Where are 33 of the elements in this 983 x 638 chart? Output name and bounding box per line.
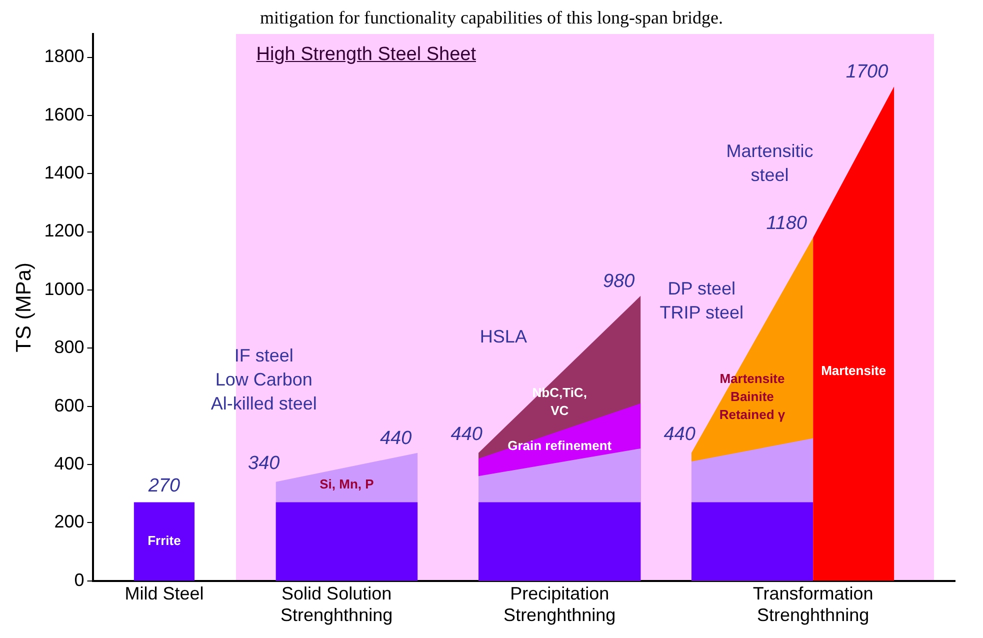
annotation: IF steel Low Carbon Al-killed steel (210, 346, 317, 414)
y-tick-label: 200 (54, 512, 84, 532)
annotation: High Strength Steel Sheet (256, 44, 476, 65)
x-tick-label: Precipitation Strenghthning (504, 584, 616, 626)
data-label: 440 (450, 424, 483, 446)
series-label: Martensite (821, 362, 886, 378)
data-label: 340 (248, 453, 280, 474)
y-tick-label: 1800 (44, 46, 84, 66)
y-tick-label: 0 (74, 570, 84, 590)
y-tick-label: 800 (54, 337, 84, 358)
series-label: Frrite (148, 533, 181, 548)
y-tick-label: 400 (54, 453, 84, 474)
data-label: 270 (147, 476, 180, 497)
data-label: 1700 (846, 62, 889, 83)
y-tick-label: 1200 (44, 220, 84, 241)
annotation: DP steel TRIP steel (660, 278, 744, 322)
data-label: 980 (603, 271, 636, 292)
x-tick-label: Solid Solution Strenghthning (280, 584, 393, 626)
y-tick-label: 600 (54, 395, 84, 416)
data-label: 1180 (766, 212, 808, 234)
data-label: 440 (664, 424, 696, 446)
x-tick-label: Transformation Strenghthning (752, 584, 874, 626)
series-label: Grain refinement (508, 438, 612, 454)
y-tick-label: 1600 (44, 104, 84, 124)
y-axis-title: TS (MPa) (12, 262, 36, 352)
series-label: Si, Mn, P (320, 476, 374, 492)
annotation: Martensitic steel (726, 141, 814, 186)
x-tick-label: Mild Steel (124, 584, 204, 604)
y-tick-label: 1400 (44, 162, 84, 183)
y-tick-label: 1000 (44, 278, 84, 299)
text: mitigation for functionality capabilities of this long-span bridge. (260, 8, 723, 28)
annotation: HSLA (480, 326, 527, 346)
data-label: 440 (380, 428, 412, 450)
